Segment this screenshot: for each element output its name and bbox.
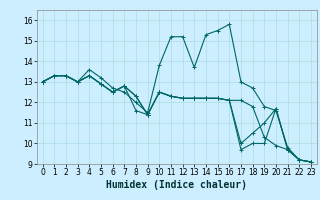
X-axis label: Humidex (Indice chaleur): Humidex (Indice chaleur) xyxy=(106,180,247,190)
